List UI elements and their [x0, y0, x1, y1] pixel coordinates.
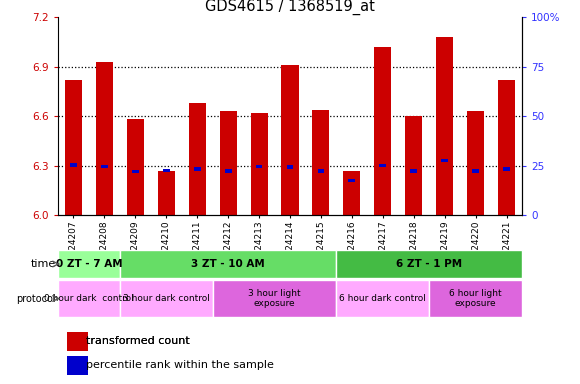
- Bar: [410, 169, 417, 173]
- Text: 3 hour dark control: 3 hour dark control: [123, 294, 210, 303]
- Bar: [472, 169, 479, 173]
- Bar: [101, 165, 108, 168]
- Bar: [503, 167, 510, 171]
- Bar: [120, 250, 336, 278]
- Bar: [379, 164, 386, 167]
- Bar: [374, 47, 392, 215]
- Text: 6 hour light
exposure: 6 hour light exposure: [450, 289, 502, 308]
- Bar: [96, 62, 113, 215]
- Text: 6 hour dark control: 6 hour dark control: [339, 294, 426, 303]
- Text: transformed count: transformed count: [86, 336, 190, 346]
- Bar: [163, 169, 170, 172]
- Bar: [441, 159, 448, 162]
- Bar: [287, 165, 293, 169]
- Bar: [498, 80, 515, 215]
- Bar: [127, 119, 144, 215]
- Text: time: time: [30, 259, 56, 269]
- Bar: [70, 163, 77, 167]
- Text: 3 hour light
exposure: 3 hour light exposure: [248, 289, 301, 308]
- Text: percentile rank within the sample: percentile rank within the sample: [86, 360, 274, 370]
- Bar: [467, 111, 484, 215]
- Bar: [194, 167, 201, 171]
- Bar: [349, 179, 356, 182]
- Bar: [317, 169, 324, 173]
- Bar: [405, 116, 422, 215]
- Bar: [256, 165, 263, 169]
- Bar: [429, 280, 522, 317]
- Bar: [158, 170, 175, 215]
- Bar: [120, 280, 213, 317]
- Title: GDS4615 / 1368519_at: GDS4615 / 1368519_at: [205, 0, 375, 15]
- Bar: [281, 65, 299, 215]
- Text: transformed count: transformed count: [86, 336, 190, 346]
- Text: 3 ZT - 10 AM: 3 ZT - 10 AM: [191, 259, 265, 269]
- Text: protocol: protocol: [16, 293, 56, 304]
- Bar: [67, 332, 88, 351]
- Bar: [58, 280, 120, 317]
- Bar: [313, 109, 329, 215]
- Bar: [132, 170, 139, 173]
- Bar: [436, 37, 453, 215]
- Bar: [188, 103, 206, 215]
- Bar: [67, 356, 88, 375]
- Text: 6 ZT - 1 PM: 6 ZT - 1 PM: [396, 259, 462, 269]
- Bar: [336, 250, 522, 278]
- Bar: [220, 111, 237, 215]
- Bar: [343, 170, 360, 215]
- Bar: [224, 169, 231, 173]
- Bar: [251, 113, 267, 215]
- Bar: [336, 280, 429, 317]
- Text: 0 hour dark  control: 0 hour dark control: [44, 294, 134, 303]
- Bar: [213, 280, 336, 317]
- Text: 0 ZT - 7 AM: 0 ZT - 7 AM: [56, 259, 122, 269]
- Bar: [65, 80, 82, 215]
- Bar: [58, 250, 120, 278]
